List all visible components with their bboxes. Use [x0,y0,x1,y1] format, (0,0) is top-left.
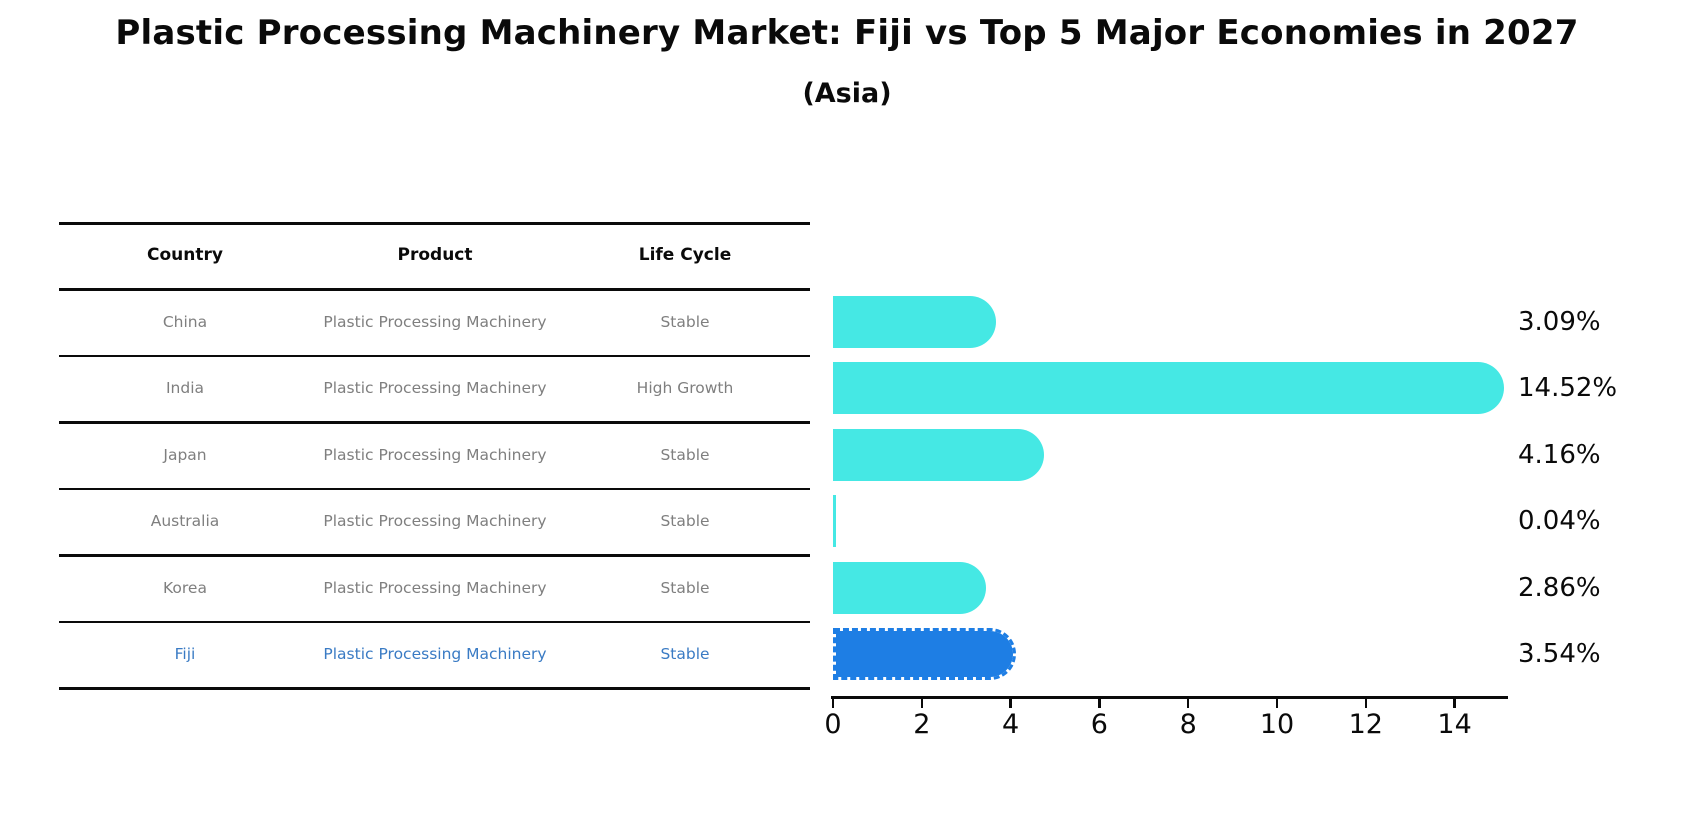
cell-china-country: China [162,312,208,331]
chart-subtitle: (Asia) [802,78,892,109]
cell-australia-product: Plastic Processing Machinery [323,512,547,530]
x-tick-label: 0 [824,709,842,740]
table-rule-header [59,288,810,291]
x-tick-mark [1275,698,1279,708]
x-tick-mark [1364,698,1368,708]
cell-india-product: Plastic Processing Machinery [323,379,547,397]
cell-fiji-product: Plastic Processing Machinery [323,645,547,663]
cell-korea-life-cycle: Stable [660,578,710,597]
table-rule [59,421,810,424]
bar-fiji [833,628,1017,680]
cell-china-life-cycle: Stable [660,312,710,331]
cell-korea-country: Korea [163,578,207,597]
bar-japan [833,428,1044,481]
table-rule-top [59,222,810,225]
value-label-china: 3.09% [1518,306,1601,337]
x-tick-mark [1186,698,1190,708]
cell-fiji-country: Fiji [174,645,196,663]
cell-china-product: Plastic Processing Machinery [323,312,547,331]
cell-india-life-cycle: High Growth [636,379,734,397]
bar-australia [833,495,836,547]
x-tick-mark [1009,698,1012,708]
cell-japan-life-cycle: Stable [660,445,710,464]
value-label-australia: 0.04% [1518,506,1601,536]
cell-australia-country: Australia [150,512,220,530]
x-tick-label: 10 [1259,709,1295,740]
table-rule-bottom [59,687,810,690]
x-tick-mark [1453,698,1456,708]
cell-india-country: India [165,379,205,397]
x-tick-label: 14 [1437,709,1472,740]
cell-fiji-life-cycle: Stable [660,645,710,663]
x-tick-mark [920,698,924,708]
cell-japan-product: Plastic Processing Machinery [323,445,547,464]
x-tick-label: 6 [1090,709,1108,740]
table-rule [59,620,810,623]
x-tick-label: 12 [1348,709,1383,740]
value-label-india: 14.52% [1518,373,1618,403]
x-axis-line [831,696,1508,699]
cell-korea-product: Plastic Processing Machinery [323,578,547,597]
x-tick-label: 4 [1002,709,1020,740]
table-rule [59,554,810,557]
bar-korea [833,561,986,614]
cell-australia-life-cycle: Stable [660,512,710,530]
x-tick-mark [1098,698,1101,708]
cell-japan-country: Japan [163,445,207,464]
x-tick-label: 8 [1179,709,1197,740]
x-tick-label: 2 [913,709,931,740]
value-label-korea: 2.86% [1518,572,1601,603]
table-header-product: Product [397,245,473,265]
bar-india [833,362,1504,414]
bar-china [833,295,997,348]
table-header-country: Country [147,245,223,265]
value-label-fiji: 3.54% [1518,639,1601,669]
table-header-life-cycle: Life Cycle [638,245,732,265]
x-tick-mark [831,698,835,708]
table-rule [59,487,810,490]
chart-title: Plastic Processing Machinery Market: Fij… [115,13,1579,53]
table-rule [59,354,810,357]
value-label-japan: 4.16% [1518,439,1601,470]
